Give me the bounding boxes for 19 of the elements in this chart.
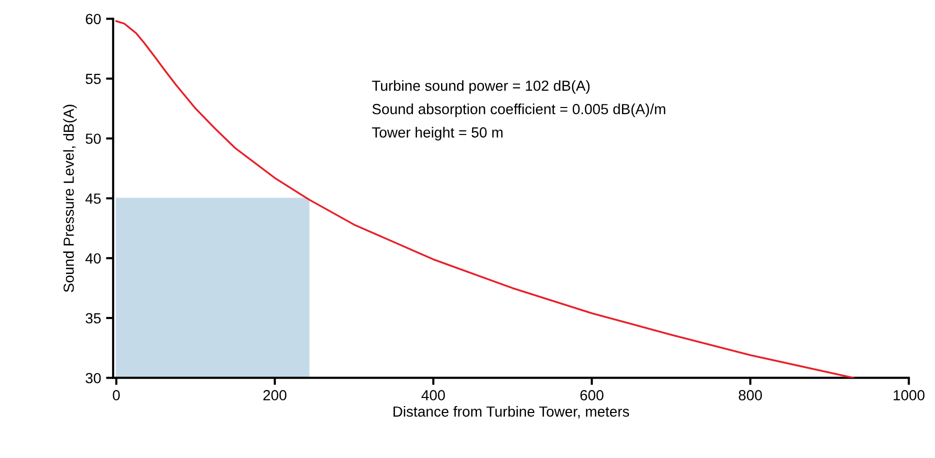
annotation: Sound absorption coefficient = 0.005 dB(A)/m — [372, 104, 666, 118]
x-tick-label: 200 — [263, 390, 286, 400]
line-series — [115, 20, 854, 378]
x-tick-label: 400 — [421, 390, 445, 400]
x-tick-label: 600 — [580, 390, 604, 400]
annotation: Tower height = 50 m — [372, 126, 502, 140]
y-axis-title: Sound Pressure Level, dB(A) — [63, 104, 77, 292]
y-tick-label: 40 — [85, 253, 101, 264]
x-axis-title: Distance from Turbine Tower, meters — [394, 406, 630, 418]
y-tick-label: 30 — [86, 372, 101, 384]
annotation: Turbine sound power = 102 dB(A) — [372, 80, 590, 94]
x-tick-label: 0 — [112, 390, 120, 400]
y-tick-label: 55 — [86, 74, 101, 84]
x-tick-label: 1000 — [894, 390, 924, 400]
y-tick-label: 60 — [86, 14, 101, 24]
x-tick-label: 800 — [738, 390, 762, 400]
y-tick-label: 50 — [86, 134, 101, 144]
y-tick-label: 45 — [85, 194, 101, 204]
y-tick-label: 35 — [86, 313, 101, 324]
